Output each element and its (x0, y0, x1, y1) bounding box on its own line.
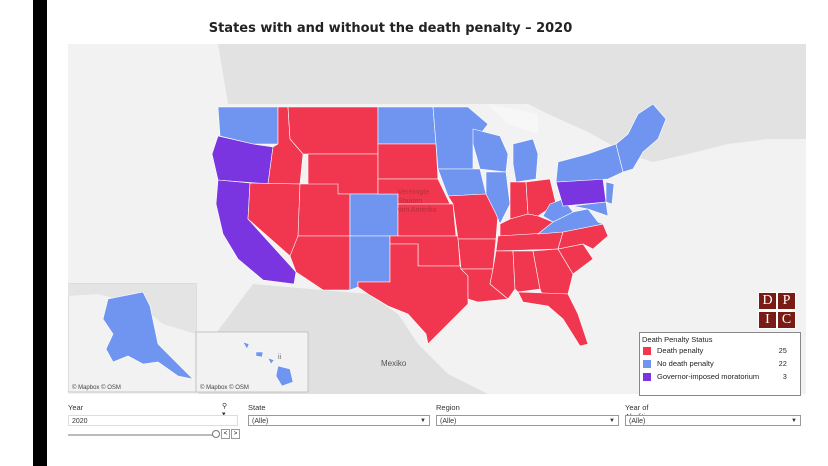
hawaii-attribution: © Mapbox © OSM (200, 384, 249, 391)
filter-region-label: Region (436, 403, 460, 412)
chevron-down-icon: ▼ (609, 418, 615, 424)
state-minnesota (432, 106, 489, 170)
filter-year-label: Year (68, 403, 84, 412)
state-michigan (512, 138, 539, 183)
state-alaska (102, 291, 194, 380)
year-input[interactable]: 2020 (68, 415, 238, 426)
abolition-select[interactable]: (Alle) ▼ (625, 415, 801, 426)
legend: Death Penalty Status Death penalty 25 No… (639, 332, 801, 396)
legend-item-no-death-penalty[interactable]: No death penalty 22 (643, 359, 797, 369)
state-montana (287, 106, 379, 155)
state-select[interactable]: (Alle) ▼ (248, 415, 430, 426)
state-pennsylvania (555, 178, 607, 207)
legend-item-moratorium[interactable]: Governor-imposed moratorium 3 (643, 372, 797, 382)
alaska-attribution: © Mapbox © OSM (72, 384, 121, 391)
state-colorado (349, 193, 399, 237)
filter-state-label: State (248, 403, 266, 412)
state-washington (217, 106, 279, 145)
us-death-penalty-map[interactable]: Vereinigte Staaten von Amerika Mexiko © Ma… (68, 44, 806, 394)
state-new-jersey (605, 181, 615, 205)
window-edge-bar (33, 0, 47, 466)
country-label: Vereinigte Staaten von Amerika (398, 189, 437, 214)
swatch-no-death-penalty (643, 360, 651, 368)
swatch-death-penalty (643, 347, 651, 355)
state-new-england (615, 103, 667, 173)
hawaii-inset (195, 331, 309, 393)
state-alabama (512, 250, 541, 293)
region-select[interactable]: (Alle) ▼ (436, 415, 619, 426)
state-indiana (509, 181, 529, 220)
legend-title: Death Penalty Status (642, 335, 713, 344)
year-slider-handle[interactable] (212, 430, 220, 438)
state-south-dakota (377, 143, 439, 180)
next-year-button[interactable]: > (231, 429, 240, 439)
state-florida (517, 291, 589, 347)
hawaii-partial-label: ii (278, 354, 282, 361)
dashboard-title: States with and without the death penalt… (208, 21, 573, 36)
chevron-down-icon: ▼ (791, 418, 797, 424)
state-hawaii (242, 341, 294, 387)
state-arkansas (457, 238, 497, 270)
page-margin (0, 0, 33, 466)
swatch-moratorium (643, 373, 651, 381)
state-texas (357, 243, 469, 345)
state-north-dakota (377, 106, 437, 145)
state-maryland-delaware (572, 201, 609, 217)
year-slider-track[interactable] (68, 434, 214, 436)
search-icon[interactable]: ⚲ ▾ (222, 403, 228, 418)
mexico-label: Mexiko (381, 359, 407, 368)
chevron-down-icon: ▼ (420, 418, 426, 424)
prev-year-button[interactable]: < (221, 429, 230, 439)
dpic-logo: D P I C (758, 292, 796, 329)
legend-item-death-penalty[interactable]: Death penalty 25 (643, 346, 797, 356)
